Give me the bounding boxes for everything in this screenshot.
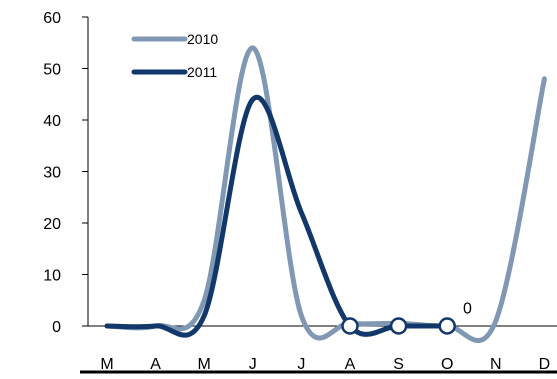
x-tick-label: O xyxy=(441,356,453,373)
x-tick-label: J xyxy=(297,356,305,373)
legend-label-2011: 2011 xyxy=(187,64,217,80)
x-tick-label: D xyxy=(539,356,551,373)
y-tick-label: 10 xyxy=(43,268,61,285)
y-tick-label: 30 xyxy=(43,165,61,182)
x-tick-label: N xyxy=(490,356,502,373)
x-tick-label: M xyxy=(198,356,211,373)
y-tick-label: 40 xyxy=(43,113,61,130)
x-tick-label: S xyxy=(393,356,404,373)
series-line-2010 xyxy=(104,45,547,343)
x-tick-label: J xyxy=(249,356,257,373)
legend: 2010 2011 xyxy=(131,31,218,80)
data-point-2011 xyxy=(341,317,359,335)
y-axis: 0 10 20 30 40 50 60 xyxy=(43,10,89,336)
series-line-2011 xyxy=(104,94,450,338)
y-tick-label: 50 xyxy=(43,62,61,79)
legend-label-2010: 2010 xyxy=(187,31,218,47)
y-tick-label: 0 xyxy=(52,319,61,336)
x-tick-label: A xyxy=(150,356,161,373)
y-tick-label: 60 xyxy=(43,10,61,27)
series-lines xyxy=(104,45,547,343)
x-tick-label: M xyxy=(100,356,113,373)
x-tick-label: A xyxy=(345,356,356,373)
y-tick-label: 20 xyxy=(43,216,61,233)
series-markers xyxy=(341,317,456,335)
data-label: 0 xyxy=(463,301,472,318)
annotations: 0 xyxy=(463,301,472,318)
data-point-2011 xyxy=(438,317,456,335)
data-point-2011 xyxy=(389,317,408,335)
